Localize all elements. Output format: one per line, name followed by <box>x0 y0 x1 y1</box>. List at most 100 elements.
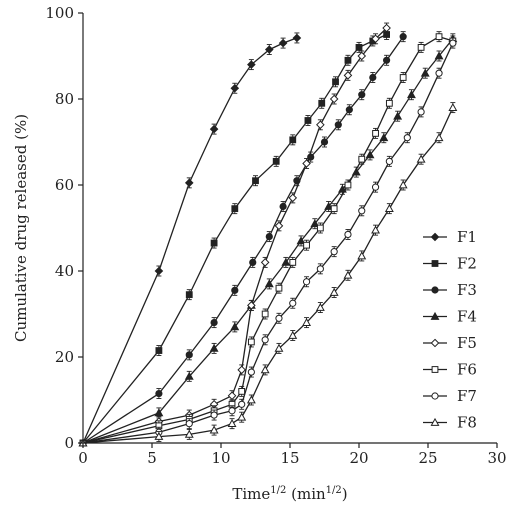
y-tick-label: 60 <box>55 176 74 194</box>
series-f7 <box>80 38 456 446</box>
data-point <box>303 279 309 285</box>
legend-label: F3 <box>457 281 477 299</box>
data-point <box>211 320 217 326</box>
data-point <box>229 408 235 414</box>
data-point <box>155 267 162 274</box>
legend-marker <box>432 287 438 293</box>
series-line <box>83 39 453 443</box>
data-point <box>380 134 387 140</box>
legend-marker <box>431 233 438 240</box>
x-tick-label: 5 <box>147 449 157 467</box>
x-tick-label: 25 <box>418 449 437 467</box>
data-point <box>400 34 406 40</box>
data-point <box>186 421 192 427</box>
data-point <box>186 179 193 186</box>
series-line <box>83 38 297 443</box>
y-axis: 020406080100 <box>45 4 83 452</box>
legend-label: F7 <box>457 387 477 405</box>
data-point <box>186 352 192 358</box>
data-point <box>359 208 365 214</box>
series-line <box>83 43 453 443</box>
data-point <box>331 95 338 102</box>
data-point <box>450 40 456 46</box>
data-point <box>386 158 392 164</box>
data-point <box>317 121 324 128</box>
y-tick-label: 0 <box>64 434 74 452</box>
x-axis-title: Time1/2 (min1/2) <box>232 485 347 503</box>
data-point <box>345 231 351 237</box>
data-point <box>280 40 287 47</box>
x-tick-label: 15 <box>280 449 299 467</box>
data-point <box>384 57 390 63</box>
x-axis-title-unit: (min <box>286 485 326 503</box>
data-point <box>262 366 269 372</box>
data-point <box>239 389 245 395</box>
data-point <box>418 109 424 115</box>
data-point <box>418 45 424 51</box>
data-point <box>238 414 245 420</box>
data-point <box>232 206 238 212</box>
data-point <box>276 315 282 321</box>
data-point <box>276 285 282 291</box>
data-point <box>346 107 352 113</box>
legend-item-f7: F7 <box>423 387 477 405</box>
x-tick-label: 30 <box>487 449 506 467</box>
series-line <box>83 35 387 444</box>
data-point <box>211 240 217 246</box>
data-point <box>435 134 442 140</box>
data-point <box>386 100 392 106</box>
data-point <box>370 74 376 80</box>
legend-item-f3: F3 <box>423 281 477 299</box>
data-point <box>321 139 327 145</box>
data-point <box>345 182 351 188</box>
series-group <box>79 23 456 447</box>
data-point <box>211 126 218 133</box>
legend-item-f2: F2 <box>423 255 477 273</box>
data-point <box>372 184 378 190</box>
x-tick-label: 20 <box>349 449 368 467</box>
data-point <box>358 252 365 258</box>
legend-label: F2 <box>457 255 477 273</box>
data-point <box>253 178 259 184</box>
data-point <box>228 392 235 399</box>
data-point <box>186 292 192 298</box>
data-point <box>436 70 442 76</box>
legend-item-f8: F8 <box>423 414 477 432</box>
legend-item-f5: F5 <box>423 334 477 352</box>
data-point <box>228 420 235 426</box>
y-tick-label: 40 <box>55 262 74 280</box>
data-point <box>156 348 162 354</box>
data-point <box>394 113 401 119</box>
legend-marker <box>432 393 438 399</box>
data-point <box>317 266 323 272</box>
data-point <box>248 339 254 345</box>
y-tick-label: 20 <box>55 348 74 366</box>
data-point <box>290 137 296 143</box>
data-point <box>262 311 268 317</box>
data-point <box>345 57 351 63</box>
data-point <box>232 287 238 293</box>
legend-label: F5 <box>457 334 477 352</box>
data-point <box>262 337 268 343</box>
data-point <box>359 156 365 162</box>
legend-label: F6 <box>457 361 477 379</box>
data-point <box>400 75 406 81</box>
data-point <box>156 390 162 396</box>
data-point <box>250 259 256 265</box>
data-point <box>436 34 442 40</box>
data-point <box>238 366 245 373</box>
x-axis: 0 5 10 15 20 25 30 <box>78 443 506 467</box>
data-point <box>408 91 415 97</box>
data-point <box>317 225 323 231</box>
data-point <box>356 45 362 51</box>
legend-label: F8 <box>457 414 477 432</box>
series-line <box>83 108 453 443</box>
data-point <box>211 412 217 418</box>
data-point <box>359 92 365 98</box>
legend-marker <box>431 339 438 346</box>
legend-label: F1 <box>457 228 477 246</box>
x-tick-label: 0 <box>78 449 88 467</box>
data-point <box>262 259 269 266</box>
legend-marker <box>432 367 438 373</box>
